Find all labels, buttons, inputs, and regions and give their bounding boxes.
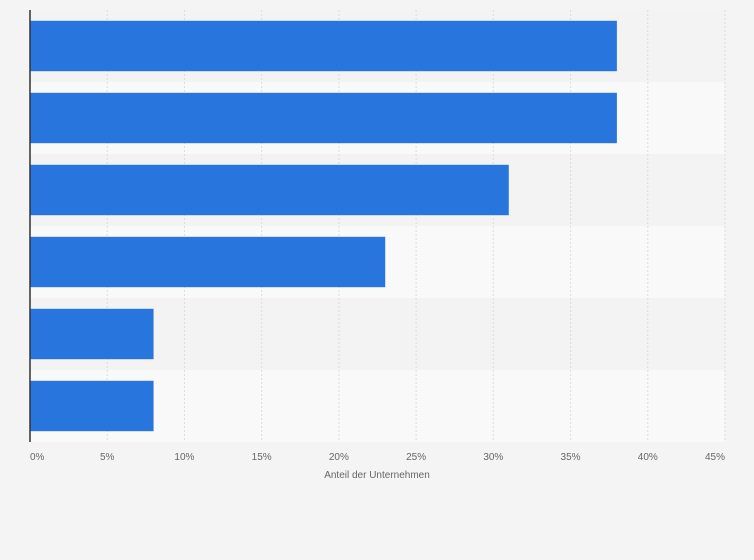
bar[interactable] <box>30 380 154 432</box>
x-tick-label: 40% <box>638 452 658 463</box>
x-tick-label: 5% <box>100 452 115 463</box>
bars <box>30 20 617 432</box>
x-tick-labels: 0% 5% 10% 15% 20% 25% 30% 35% 40% 45% <box>30 452 725 463</box>
row-bands <box>30 10 725 442</box>
bar[interactable] <box>30 92 617 144</box>
x-tick-label: 0% <box>30 452 45 463</box>
x-tick-label: 20% <box>329 452 349 463</box>
x-tick-label: 10% <box>174 452 194 463</box>
x-tick-label: 35% <box>561 452 581 463</box>
bar[interactable] <box>30 20 617 72</box>
bar[interactable] <box>30 236 386 288</box>
x-tick-label: 30% <box>483 452 503 463</box>
x-axis-label: Anteil der Unternehmen <box>324 470 430 481</box>
x-tick-label: 15% <box>252 452 272 463</box>
bar[interactable] <box>30 164 509 216</box>
x-tick-label: 45% <box>705 452 725 463</box>
x-tick-label: 25% <box>406 452 426 463</box>
gridlines <box>106 10 726 442</box>
bar[interactable] <box>30 308 154 360</box>
